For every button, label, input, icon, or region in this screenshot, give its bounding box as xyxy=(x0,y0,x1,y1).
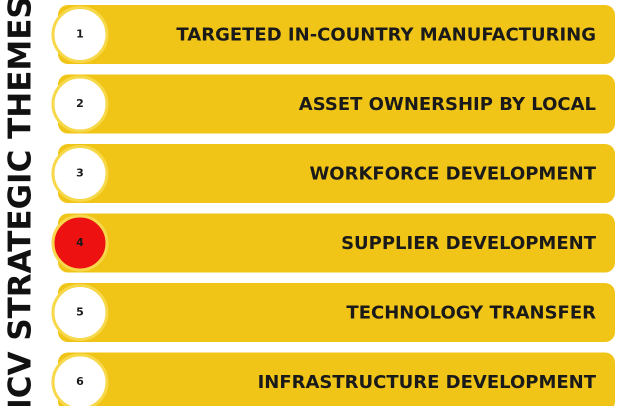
theme-row: 4 SUPPLIER DEVELOPMENT xyxy=(51,213,615,273)
theme-row: 2 ASSET OWNERSHIP BY LOCAL xyxy=(51,74,615,134)
number: 1 xyxy=(76,28,84,41)
theme-label: WORKFORCE DEVELOPMENT xyxy=(309,164,596,185)
theme-row: 6 INFRASTRUCTURE DEVELOPMENT xyxy=(51,352,615,406)
number-badge xyxy=(51,214,109,272)
number: 4 xyxy=(76,236,84,249)
theme-label: TECHNOLOGY TRANSFER xyxy=(346,303,596,324)
theme-bar xyxy=(58,283,615,342)
number: 2 xyxy=(76,97,84,110)
theme-row: 3 WORKFORCE DEVELOPMENT xyxy=(51,144,615,203)
theme-bar xyxy=(58,352,615,406)
theme-label: INFRASTRUCTURE DEVELOPMENT xyxy=(258,372,597,393)
side-title: ICV STRATEGIC THEMES xyxy=(3,0,39,406)
number-badge xyxy=(51,284,109,341)
number-badge xyxy=(51,353,109,406)
theme-bar xyxy=(58,213,615,273)
theme-label: TARGETED IN-COUNTRY MANUFACTURING xyxy=(176,25,596,46)
theme-row: 1 TARGETED IN-COUNTRY MANUFACTURING xyxy=(51,5,615,64)
theme-list: 1 TARGETED IN-COUNTRY MANUFACTURING 2 ASSET… xyxy=(51,5,615,406)
number: 3 xyxy=(76,167,84,180)
number-badge xyxy=(51,145,109,202)
theme-bar xyxy=(58,144,615,203)
theme-row: 5 TECHNOLOGY TRANSFER xyxy=(51,283,615,342)
theme-bar xyxy=(58,5,615,64)
number-badge xyxy=(51,75,109,133)
theme-label: SUPPLIER DEVELOPMENT xyxy=(341,233,597,254)
theme-label: ASSET OWNERSHIP BY LOCAL xyxy=(299,94,596,115)
theme-bar xyxy=(58,74,615,134)
number: 5 xyxy=(76,306,84,319)
number: 6 xyxy=(76,375,84,388)
number-badge xyxy=(51,6,109,63)
